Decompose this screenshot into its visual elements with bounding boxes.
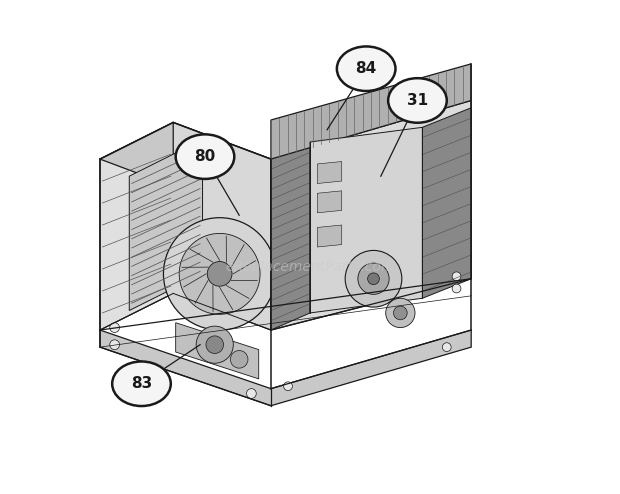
Circle shape: [110, 340, 120, 350]
Circle shape: [358, 263, 389, 294]
Ellipse shape: [112, 362, 170, 406]
Polygon shape: [317, 162, 342, 183]
Polygon shape: [422, 108, 471, 298]
Polygon shape: [130, 139, 203, 311]
Circle shape: [345, 250, 402, 307]
Circle shape: [206, 336, 224, 354]
Circle shape: [442, 343, 451, 352]
Polygon shape: [173, 123, 271, 330]
Circle shape: [207, 261, 232, 286]
Ellipse shape: [175, 134, 234, 179]
Circle shape: [386, 298, 415, 328]
Polygon shape: [310, 127, 422, 313]
Polygon shape: [100, 123, 173, 330]
Circle shape: [283, 382, 293, 391]
Polygon shape: [317, 191, 342, 213]
Polygon shape: [317, 225, 342, 247]
Circle shape: [164, 218, 276, 330]
Polygon shape: [271, 64, 471, 159]
Circle shape: [368, 273, 379, 285]
Polygon shape: [271, 142, 310, 330]
Circle shape: [452, 284, 461, 293]
Text: 80: 80: [194, 149, 216, 164]
Text: eReplacementParts.com: eReplacementParts.com: [225, 259, 395, 274]
Text: 31: 31: [407, 93, 428, 108]
Ellipse shape: [337, 46, 396, 91]
Text: 83: 83: [131, 376, 152, 391]
Circle shape: [110, 323, 120, 332]
Polygon shape: [100, 123, 271, 196]
Circle shape: [179, 234, 260, 314]
Text: 84: 84: [355, 61, 377, 76]
Polygon shape: [271, 100, 471, 330]
Circle shape: [452, 272, 461, 281]
Circle shape: [247, 389, 256, 399]
Polygon shape: [100, 330, 471, 406]
Circle shape: [196, 326, 233, 363]
Circle shape: [394, 306, 407, 320]
Ellipse shape: [388, 78, 447, 123]
Polygon shape: [175, 323, 259, 379]
Circle shape: [231, 351, 248, 368]
